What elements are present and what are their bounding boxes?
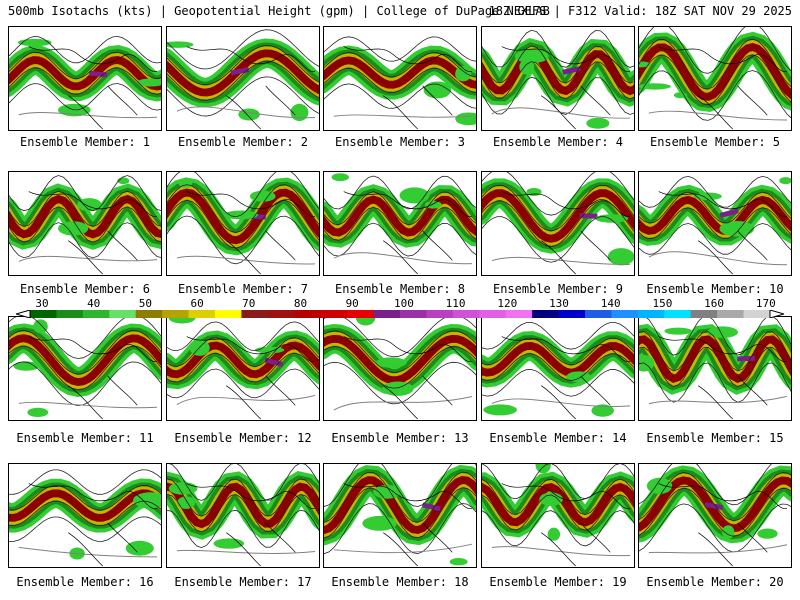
legend-color-swatch	[215, 310, 242, 318]
ensemble-member-map	[323, 26, 477, 131]
ensemble-member-map	[8, 463, 162, 568]
legend-color-swatch	[109, 310, 137, 318]
ensemble-member-map	[8, 316, 162, 421]
ensemble-member-caption: Ensemble Member: 20	[646, 575, 784, 589]
ensemble-member-map	[166, 316, 320, 421]
legend-max-arrow	[769, 310, 784, 318]
legend-colorbar	[16, 310, 784, 318]
legend-tick-label: 170	[755, 297, 776, 310]
ensemble-member-caption: Ensemble Member: 11	[16, 431, 154, 445]
legend-color-swatch	[162, 310, 190, 318]
ensemble-member-caption: Ensemble Member: 9	[492, 282, 624, 296]
legend-min-arrow	[16, 310, 31, 318]
ensemble-member-caption: Ensemble Member: 14	[489, 431, 627, 445]
ensemble-member-caption: Ensemble Member: 16	[16, 575, 154, 589]
legend-color-swatch	[30, 310, 57, 318]
ensemble-member-caption: Ensemble Member: 17	[174, 575, 312, 589]
legend-tick-label: 90	[345, 297, 359, 310]
legend-tick-label: 150	[652, 297, 673, 310]
legend-tick-label: 100	[393, 297, 414, 310]
legend-color-swatch	[241, 310, 269, 318]
ensemble-member-map	[638, 26, 792, 131]
legend-tick-label: 60	[190, 297, 204, 310]
legend-color-swatch	[373, 310, 401, 318]
header-run-info: 18Z GEFS | F312 Valid: 18Z SAT NOV 29 20…	[488, 4, 792, 18]
legend-tick-label: 40	[87, 297, 101, 310]
ensemble-member-map	[323, 463, 477, 568]
ensemble-member-caption: Ensemble Member: 15	[646, 431, 784, 445]
ensemble-member-caption: Ensemble Member: 10	[646, 282, 784, 296]
legend-color-swatch	[717, 310, 745, 318]
legend-color-swatch	[400, 310, 427, 318]
legend-tick-label: 130	[549, 297, 569, 310]
ensemble-member-map	[166, 26, 320, 131]
ensemble-member-caption: Ensemble Member: 5	[649, 135, 781, 149]
legend-color-swatch	[452, 310, 480, 318]
ensemble-member-map	[166, 463, 320, 568]
ensemble-member-caption: Ensemble Member: 3	[334, 135, 466, 149]
legend-color-swatch	[82, 310, 110, 318]
legend-color-swatch	[611, 310, 639, 318]
ensemble-member-caption: Ensemble Member: 4	[492, 135, 624, 149]
legend-tick-label: 140	[600, 297, 621, 310]
legend-color-swatch	[558, 310, 586, 318]
ensemble-member-caption: Ensemble Member: 7	[177, 282, 309, 296]
legend-color-swatch	[267, 310, 295, 318]
ensemble-member-map	[8, 171, 162, 276]
legend-color-swatch	[479, 310, 507, 318]
legend-tick-label: 160	[704, 297, 725, 310]
ensemble-member-map	[166, 171, 320, 276]
ensemble-member-caption: Ensemble Member: 12	[174, 431, 312, 445]
legend-tick-label: 30	[35, 297, 49, 310]
legend-tick-label: 70	[242, 297, 256, 310]
ensemble-member-map	[481, 26, 635, 131]
legend-tick-label: 120	[497, 297, 518, 310]
legend-color-swatch	[56, 310, 84, 318]
legend-color-swatch	[743, 310, 771, 318]
ensemble-member-map	[323, 316, 477, 421]
ensemble-member-map	[323, 171, 477, 276]
ensemble-member-map	[8, 26, 162, 131]
ensemble-member-caption: Ensemble Member: 18	[331, 575, 469, 589]
ensemble-member-map	[481, 171, 635, 276]
ensemble-member-caption: Ensemble Member: 13	[331, 431, 469, 445]
header-title: 500mb Isotachs (kts) | Geopotential Heig…	[8, 4, 550, 18]
legend-color-swatch	[585, 310, 612, 318]
legend-color-swatch	[505, 310, 533, 318]
ensemble-member-map	[638, 171, 792, 276]
ensemble-member-caption: Ensemble Member: 2	[177, 135, 309, 149]
legend-color-swatch	[188, 310, 216, 318]
legend-color-swatch	[426, 310, 454, 318]
map-header: 500mb Isotachs (kts) | Geopotential Heig…	[8, 4, 792, 22]
ensemble-member-map	[481, 316, 635, 421]
ensemble-member-map	[481, 463, 635, 568]
legend-labels: 30 40 50 60 70 80 90 100 110 120 130 140 150 160 170	[0, 297, 800, 311]
ensemble-member-caption: Ensemble Member: 6	[19, 282, 151, 296]
ensemble-member-caption: Ensemble Member: 8	[334, 282, 466, 296]
legend-tick-label: 80	[293, 297, 308, 310]
legend-color-swatch	[637, 310, 665, 318]
legend-tick-label: 110	[445, 297, 466, 310]
ensemble-member-map	[638, 463, 792, 568]
legend-color-swatch	[320, 310, 348, 318]
ensemble-member-caption: Ensemble Member: 1	[19, 135, 151, 149]
ensemble-member-caption: Ensemble Member: 19	[489, 575, 627, 589]
legend-color-swatch	[135, 310, 163, 318]
legend-color-swatch	[664, 310, 692, 318]
legend-color-swatch	[294, 310, 322, 318]
legend-color-swatch	[532, 310, 560, 318]
ensemble-member-map	[638, 316, 792, 421]
legend-tick-label: 50	[138, 297, 153, 310]
legend-color-swatch	[690, 310, 718, 318]
legend-color-swatch	[347, 310, 375, 318]
